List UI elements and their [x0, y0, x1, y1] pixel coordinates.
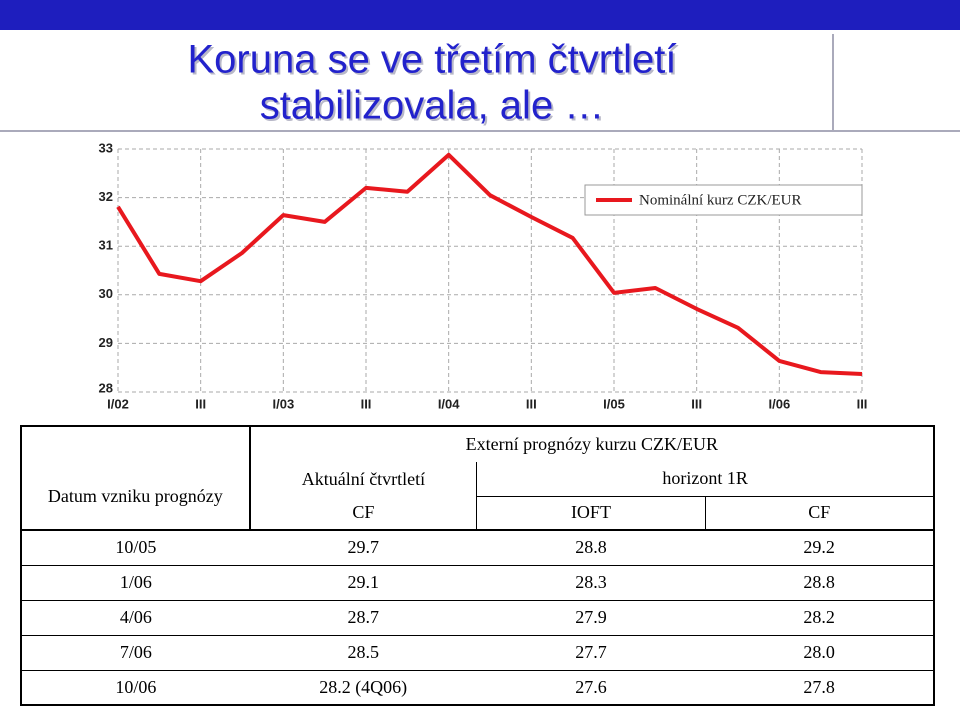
header-date: Datum vzniku prognózy [21, 426, 251, 531]
chart: Koruna se ve třetím čtvrtletí Koruna se … [0, 0, 960, 411]
x-tick-label: III [361, 396, 372, 411]
table-row: Datum vzniku prognózy Externí prognózy ku… [21, 426, 934, 531]
table-row: 7/06 28.5 27.7 28.0 [21, 635, 934, 671]
table-date: 10/05 [21, 530, 250, 566]
y-tick-label: 31 [99, 238, 113, 253]
table-value: 28.8 [705, 565, 934, 601]
table-value: 27.6 [575, 676, 607, 697]
table-value: 28.3 [476, 565, 706, 601]
x-tick-label: I/06 [768, 396, 790, 411]
series-line [116, 152, 863, 377]
title-shadow: stabilizovala, ale … [262, 86, 607, 130]
header-column: IOFT [476, 496, 706, 531]
top-bar [0, 0, 960, 30]
x-tick-label: I/03 [272, 396, 294, 411]
table-row: CF IOFT CF [21, 496, 934, 531]
table-value: 27.8 [803, 676, 835, 697]
table-row: 10/06 28.2 (4Q06) 27.6 27.8 [21, 670, 934, 705]
title-shadow: Koruna se ve třetím čtvrtletí [189, 40, 678, 84]
x-tick-label: III [857, 396, 868, 411]
table-row: 4/06 28.7 27.9 28.2 [21, 600, 934, 636]
title: stabilizovala, ale … [260, 84, 605, 128]
y-tick-label: 28 [99, 380, 113, 395]
title: Koruna se ve třetím čtvrtletí [187, 38, 676, 82]
x-tick-label: III [526, 396, 537, 411]
table-value: 27.7 [476, 635, 706, 671]
table-value: 29.7 [249, 530, 477, 566]
table-date: 10/06 [115, 676, 157, 697]
header-group: Externí prognózy kurzu CZK/EUR [465, 434, 719, 454]
header-subgroup: horizont 1R [476, 462, 934, 497]
table-row: 1/06 29.1 28.3 28.8 [21, 565, 934, 601]
table-date: 7/06 [21, 635, 250, 671]
table-value: 28.5 [249, 635, 477, 671]
x-tick-label: III [691, 396, 702, 411]
forecast-table: Datum vzniku prognózy Externí prognózy ku… [20, 425, 935, 706]
table-date: 1/06 [21, 565, 250, 601]
x-tick-label: I/02 [107, 396, 129, 411]
table-value: 28.2 [705, 600, 934, 636]
table-value: 27.9 [476, 600, 706, 636]
table-row: Aktuální čtvrtletí horizont 1R [21, 462, 934, 497]
header-subgroup: Aktuální čtvrtletí [249, 462, 478, 496]
table-value: 29.2 [705, 530, 934, 566]
y-tick-label: 29 [99, 335, 113, 350]
x-tick-label: I/04 [438, 396, 460, 411]
header-column: CF [249, 496, 478, 531]
table-value: 28.7 [249, 600, 477, 636]
table-date: 4/06 [21, 600, 250, 636]
y-tick-label: 30 [99, 286, 113, 301]
table-row: 10/05 29.7 28.8 29.2 [21, 530, 934, 566]
y-tick-label: 33 [99, 140, 113, 155]
table-value: 28.0 [705, 635, 934, 671]
table-value: 28.8 [476, 530, 706, 566]
x-tick-label: I/05 [603, 396, 625, 411]
y-tick-label: 32 [99, 189, 113, 204]
table-value: 29.1 [249, 565, 477, 601]
table-value: 28.2 (4Q06) [319, 676, 408, 697]
legend-label: Nominální kurz CZK/EUR [639, 192, 801, 208]
x-tick-label: III [195, 396, 206, 411]
header-column: CF [705, 496, 934, 531]
